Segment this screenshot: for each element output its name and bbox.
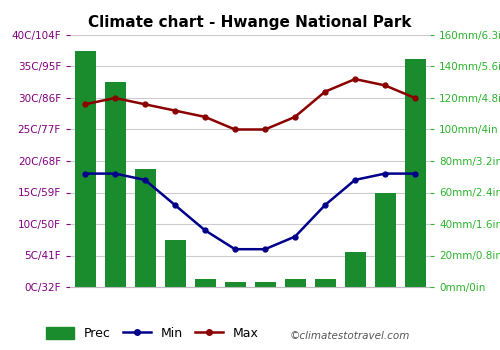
Bar: [194, 279, 216, 287]
Bar: [374, 193, 396, 287]
Legend: Prec, Min, Max: Prec, Min, Max: [46, 327, 258, 340]
Bar: [104, 82, 126, 287]
Bar: [314, 279, 336, 287]
Bar: [74, 51, 96, 287]
Bar: [164, 240, 186, 287]
Bar: [254, 282, 276, 287]
Text: ©climatestotravel.com: ©climatestotravel.com: [290, 331, 410, 341]
Bar: [224, 282, 246, 287]
Title: Climate chart - Hwange National Park: Climate chart - Hwange National Park: [88, 15, 412, 30]
Bar: [134, 169, 156, 287]
Bar: [344, 252, 366, 287]
Bar: [404, 58, 425, 287]
Bar: [284, 279, 306, 287]
